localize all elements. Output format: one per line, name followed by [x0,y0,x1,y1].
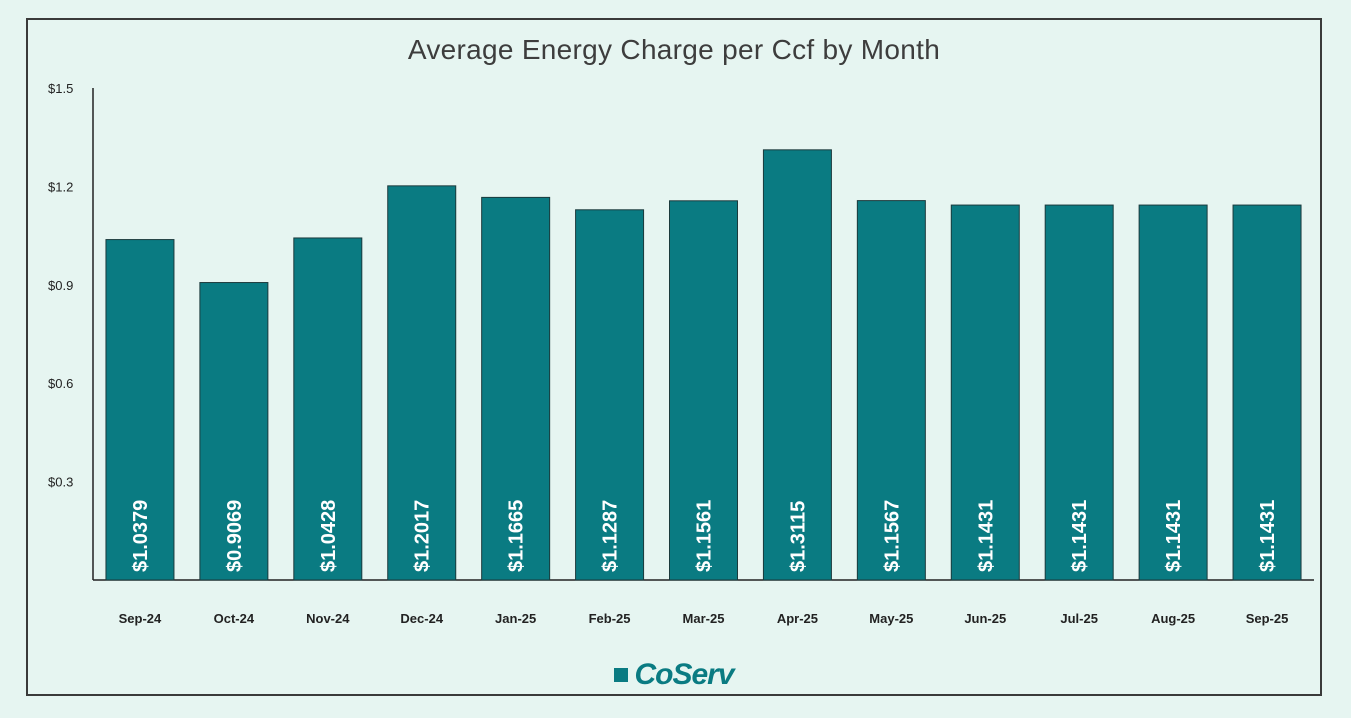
x-tick-label: Oct-24 [214,611,255,626]
bar-chart: $0.3 $0.6 $0.9 $1.2 $1.5 $1.0379 Sep-24 $0.9069… [48,81,1314,626]
square-icon [614,668,629,682]
data-label: $1.1431 [975,500,997,572]
data-label: $1.0428 [318,500,340,572]
data-label: $1.3115 [787,501,809,572]
data-label: $0.9069 [224,500,246,572]
bar [1232,204,1302,581]
logo-text: CoServ [634,658,734,691]
data-label: $1.1567 [881,500,903,572]
bar [762,149,832,581]
bar [481,196,551,581]
x-tick-label: Feb-25 [589,611,631,626]
data-label: $1.1287 [600,500,622,572]
bar [575,209,645,581]
x-tick-label: May-25 [869,611,913,626]
x-tick-label: Jan-25 [495,611,536,626]
data-label: $1.2017 [412,500,434,572]
x-tick-label: Sep-25 [1246,611,1289,626]
x-tick-label: Nov-24 [306,611,350,626]
bar [669,200,738,581]
data-label: $1.1665 [506,500,528,572]
x-tick-label: Dec-24 [400,611,443,626]
bar [856,200,926,581]
data-label: $1.1431 [1257,500,1279,572]
data-label: $1.1561 [694,500,716,572]
y-tick-label: $0.6 [48,376,73,391]
bar [950,204,1020,581]
bar [387,185,457,581]
chart-title: Average Energy Charge per Ccf by Month [407,34,941,65]
chart-frame: Average Energy Charge per Ccf by Month $… [26,18,1322,696]
y-tick-label: $0.3 [48,475,73,490]
x-tick-label: Sep-24 [119,611,162,626]
x-tick-label: Jul-25 [1060,611,1098,626]
x-tick-label: Mar-25 [683,611,725,626]
y-tick-label: $1.5 [48,81,73,96]
data-label: $1.1431 [1163,500,1185,572]
data-label: $1.0379 [130,500,152,572]
y-tick-label: $1.2 [48,179,73,194]
bar [1138,204,1208,581]
bar [199,282,269,581]
x-tick-label: Apr-25 [777,611,818,626]
bar [293,237,363,581]
x-tick-label: Aug-25 [1151,611,1195,626]
bar [105,239,175,581]
y-tick-label: $0.9 [48,278,73,293]
x-tick-label: Jun-25 [964,611,1006,626]
data-label: $1.1431 [1069,500,1091,572]
coserv-logo: CoServ [28,660,1320,690]
bar [1044,204,1114,581]
